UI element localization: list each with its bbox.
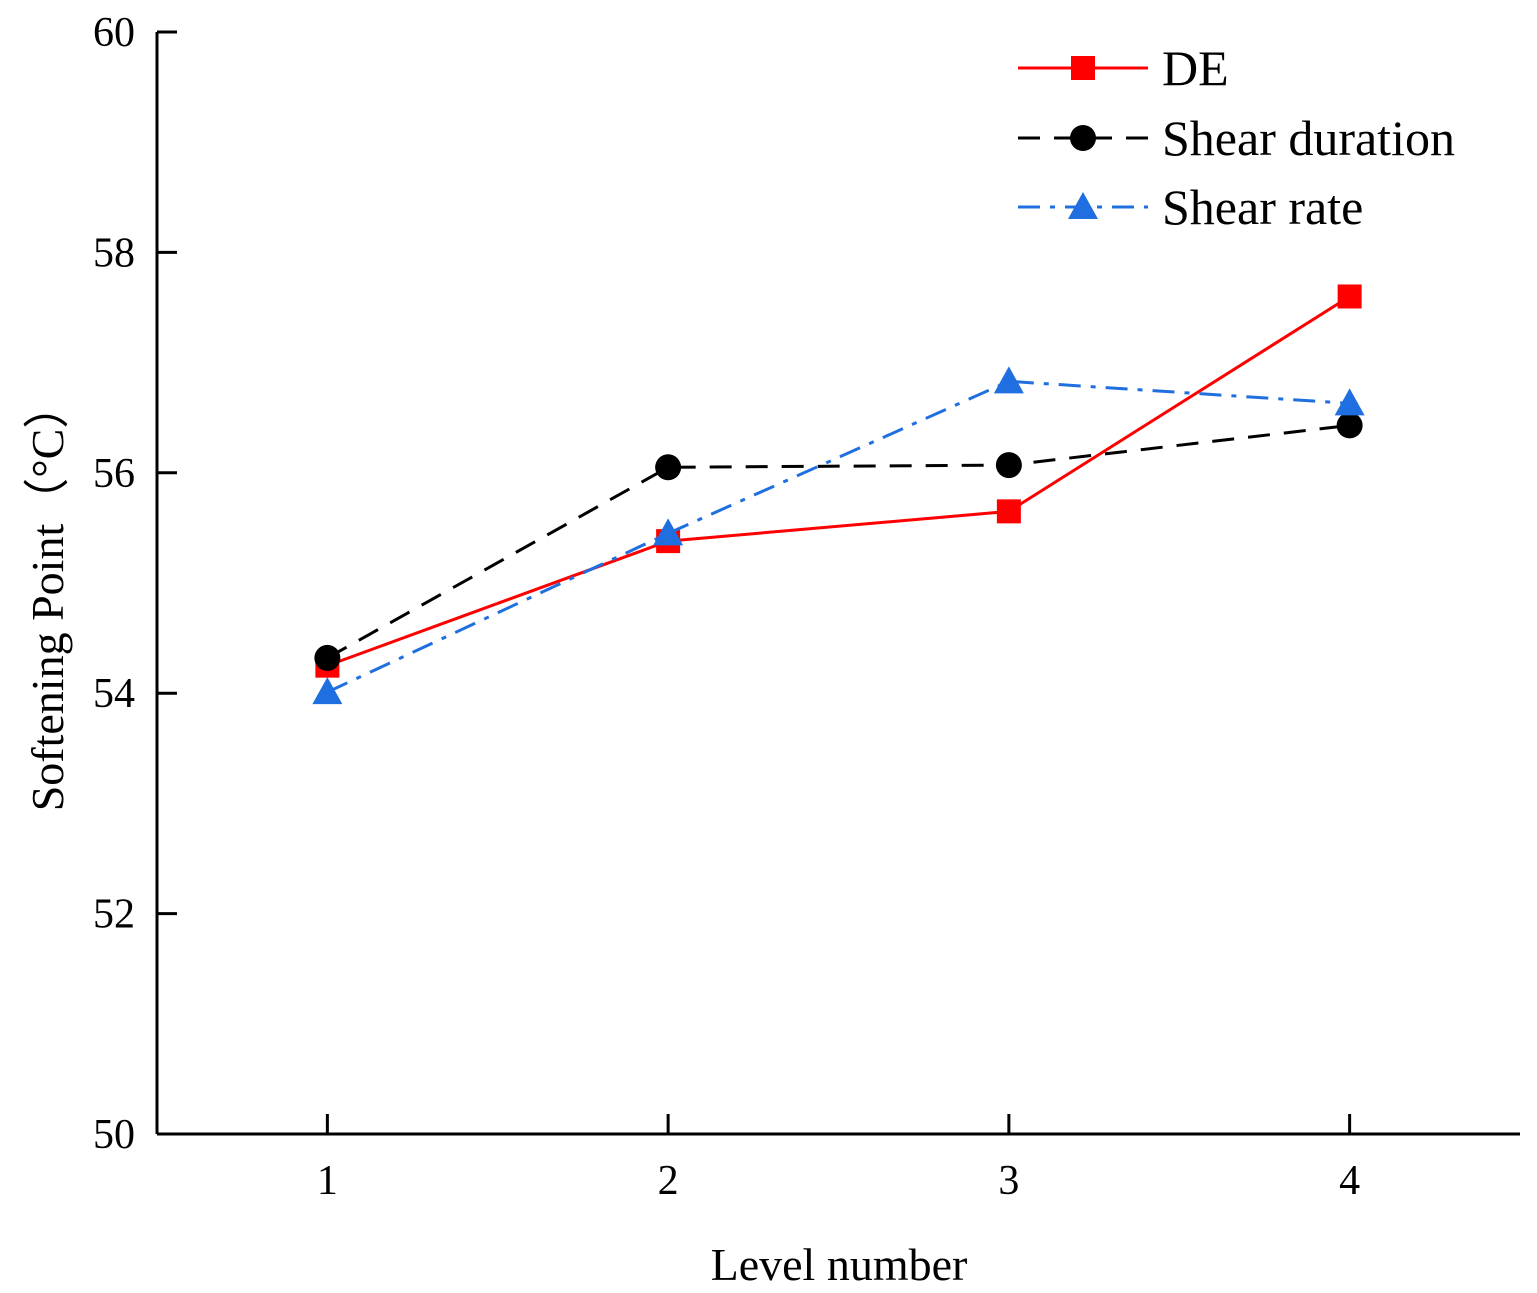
series-group — [312, 284, 1365, 705]
data-point-shear-rate — [312, 677, 343, 705]
legend-label-de: DE — [1162, 40, 1229, 96]
series-line-shear-duration — [326, 423, 1350, 660]
y-tick-label: 52 — [93, 892, 135, 938]
series-shear-rate — [312, 366, 1365, 705]
data-point-shear-rate — [653, 518, 684, 546]
y-tick-label: 56 — [93, 451, 135, 497]
data-point-shear-rate — [993, 366, 1024, 394]
series-line-de — [326, 295, 1351, 668]
series-de — [315, 284, 1362, 678]
ticks: 50 52 54 56 58 60 1 2 3 4 — [93, 10, 1360, 1204]
axes — [155, 32, 1520, 1136]
data-point-shear-rate — [1334, 388, 1365, 416]
data-point-shear-duration — [655, 454, 682, 481]
series-shear-duration — [314, 412, 1363, 671]
legend-marker-de — [1071, 56, 1095, 80]
y-tick-label: 60 — [93, 10, 135, 56]
data-point-de — [1337, 284, 1362, 309]
x-tick-label: 1 — [317, 1158, 338, 1204]
x-axis-label: Level number — [711, 1239, 968, 1290]
legend-marker-shear-duration — [1070, 125, 1096, 151]
data-point-de — [996, 499, 1021, 524]
data-point-shear-duration — [995, 452, 1022, 479]
series-line-shear-rate — [326, 379, 1350, 694]
data-point-shear-duration — [314, 644, 341, 671]
legend-label-shear-duration: Shear duration — [1162, 110, 1455, 166]
x-tick-label: 4 — [1339, 1158, 1360, 1204]
x-tick-label: 3 — [998, 1158, 1019, 1204]
legend: DE Shear duration Shear rate — [1018, 40, 1455, 235]
data-point-shear-duration — [1336, 412, 1363, 439]
legend-label-shear-rate: Shear rate — [1162, 179, 1363, 235]
y-axis-label: Softening Point（°C） — [22, 383, 73, 812]
x-tick-label: 2 — [658, 1158, 679, 1204]
legend-marker-shear-rate — [1068, 192, 1098, 219]
y-tick-label: 54 — [93, 671, 135, 717]
y-tick-label: 58 — [93, 230, 135, 276]
y-tick-label: 50 — [93, 1112, 135, 1158]
